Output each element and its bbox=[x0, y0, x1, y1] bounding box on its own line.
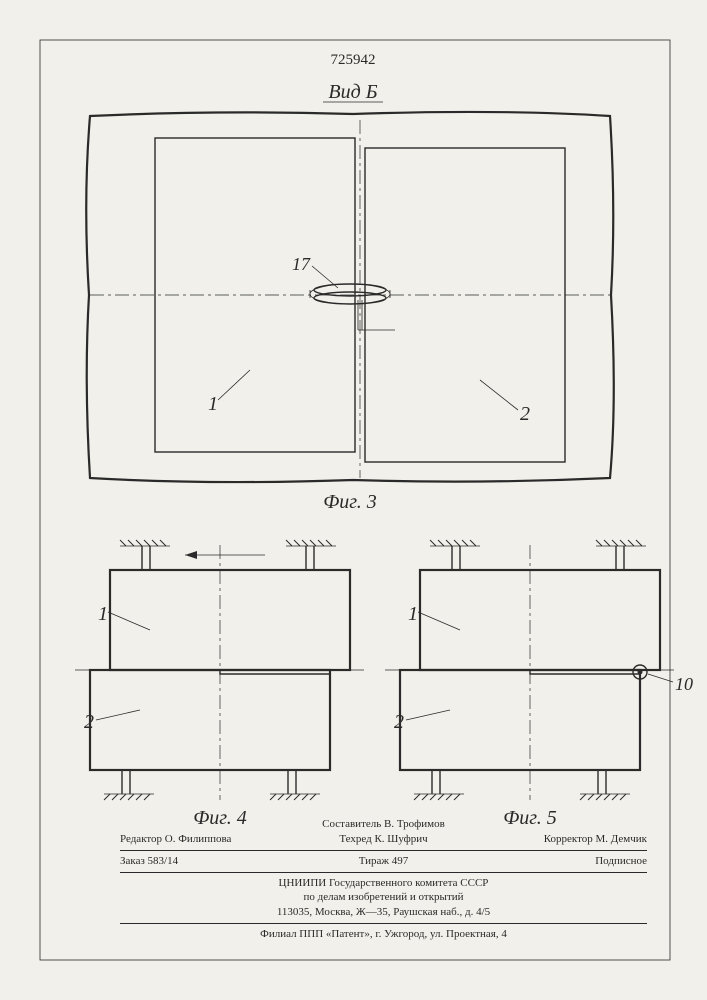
fig4-top-block bbox=[110, 570, 350, 670]
fig4-bottom-block bbox=[90, 670, 330, 770]
credits-line4: Филиал ППП «Патент», г. Ужгород, ул. Про… bbox=[120, 927, 647, 942]
fig5-label-2: 2 bbox=[394, 711, 404, 733]
credits-rule-3 bbox=[120, 923, 647, 924]
credits-block: Составитель В. Трофимов Редактор О. Фили… bbox=[120, 817, 647, 942]
view-label: Вид Б bbox=[328, 81, 377, 103]
fig3-caption: Фиг. 3 bbox=[323, 491, 377, 513]
fig3-frame bbox=[86, 112, 614, 482]
fig5-bottom-block bbox=[400, 670, 640, 770]
fig4-label-1: 1 bbox=[98, 603, 108, 625]
fig3: 17 1 2 Фиг. 3 bbox=[86, 112, 614, 513]
fig5: 1 2 10 Фиг. 5 bbox=[385, 540, 693, 829]
fig5-label-10: 10 bbox=[675, 674, 693, 694]
fig5-leader-10 bbox=[648, 674, 673, 682]
fig4-leader-2 bbox=[96, 710, 140, 720]
fig3-label-1: 1 bbox=[208, 393, 218, 415]
fig5-label-1: 1 bbox=[408, 603, 418, 625]
fig4-support-top-left bbox=[120, 540, 170, 570]
fig4-leader-1 bbox=[108, 612, 150, 630]
fig5-support-bot-right bbox=[580, 770, 630, 800]
fig4-support-bot-left bbox=[104, 770, 154, 800]
credits-rule-1 bbox=[120, 850, 647, 851]
fig4-label-2: 2 bbox=[84, 711, 94, 733]
fig3-pulley bbox=[310, 284, 395, 330]
credits-sign: Подписное bbox=[471, 854, 647, 869]
credits-corr: Корректор М. Демчик bbox=[471, 832, 647, 847]
credits-tech: Техред К. Шуфрич bbox=[296, 832, 472, 847]
fig3-leader-17 bbox=[312, 266, 338, 288]
fig4-support-top-right bbox=[286, 540, 336, 570]
fig3-leader-2 bbox=[480, 380, 518, 410]
fig5-support-top-left bbox=[430, 540, 480, 570]
credits-line1: ЦНИИПИ Государственного комитета СССР bbox=[120, 876, 647, 891]
fig5-support-top-right bbox=[596, 540, 646, 570]
credits-line2: по делам изобретений и открытий bbox=[120, 890, 647, 905]
fig5-leader-1 bbox=[418, 612, 460, 630]
fig4: 1 2 Фиг. 4 bbox=[75, 540, 365, 829]
fig5-support-bot-left bbox=[414, 770, 464, 800]
credits-rule-2 bbox=[120, 872, 647, 873]
credits-tirazh: Тираж 497 bbox=[296, 854, 472, 869]
fig5-leader-2 bbox=[406, 710, 450, 720]
fig3-panel-right bbox=[365, 148, 565, 462]
doc-number: 725942 bbox=[331, 52, 376, 68]
fig3-leader-1 bbox=[218, 370, 250, 400]
fig3-label-2: 2 bbox=[520, 403, 530, 425]
fig3-label-17: 17 bbox=[292, 254, 311, 274]
page: 725942 Вид Б 17 1 bbox=[0, 0, 707, 1000]
fig4-arrow bbox=[185, 551, 265, 559]
credits-editor: Редактор О. Филиппова bbox=[120, 832, 296, 847]
credits-author: Составитель В. Трофимов bbox=[120, 817, 647, 832]
credits-line3: 113035, Москва, Ж—35, Раушская наб., д. … bbox=[120, 905, 647, 920]
credits-order: Заказ 583/14 bbox=[120, 854, 296, 869]
fig5-top-block bbox=[420, 570, 660, 670]
fig4-support-bot-right bbox=[270, 770, 320, 800]
